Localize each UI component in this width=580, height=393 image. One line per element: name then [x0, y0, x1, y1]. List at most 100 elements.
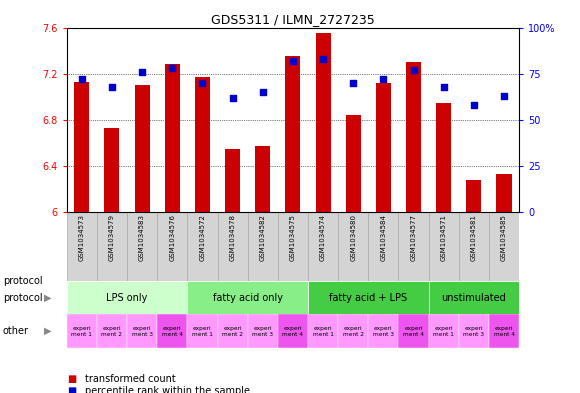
- Point: [228, 95, 237, 101]
- Text: GSM1034576: GSM1034576: [169, 214, 175, 261]
- Text: ■: ■: [67, 386, 76, 393]
- Text: fatty acid only: fatty acid only: [213, 293, 282, 303]
- Text: experi
ment 1: experi ment 1: [313, 326, 333, 336]
- Bar: [346, 115, 361, 212]
- Bar: [459, 212, 489, 281]
- Bar: [157, 212, 187, 281]
- Bar: [278, 212, 308, 281]
- Point: [288, 58, 298, 64]
- Bar: [406, 62, 421, 212]
- Point: [499, 93, 509, 99]
- Bar: [218, 314, 248, 348]
- Text: other: other: [3, 326, 29, 336]
- Bar: [489, 212, 519, 281]
- Bar: [489, 314, 519, 348]
- Text: GSM1034577: GSM1034577: [411, 214, 416, 261]
- Bar: [195, 77, 210, 212]
- Point: [349, 80, 358, 86]
- Bar: [187, 281, 308, 314]
- Text: percentile rank within the sample: percentile rank within the sample: [85, 386, 250, 393]
- Text: experi
ment 4: experi ment 4: [162, 326, 183, 336]
- Bar: [368, 212, 398, 281]
- Bar: [308, 212, 338, 281]
- Bar: [436, 103, 451, 212]
- Text: experi
ment 4: experi ment 4: [494, 326, 514, 336]
- Text: GSM1034574: GSM1034574: [320, 214, 326, 261]
- Bar: [248, 212, 278, 281]
- Point: [137, 69, 147, 75]
- Point: [198, 80, 207, 86]
- Text: experi
ment 1: experi ment 1: [192, 326, 213, 336]
- Text: ▶: ▶: [45, 293, 52, 303]
- Text: experi
ment 2: experi ment 2: [222, 326, 243, 336]
- Bar: [187, 314, 218, 348]
- Bar: [67, 212, 97, 281]
- Bar: [398, 212, 429, 281]
- Text: experi
ment 1: experi ment 1: [433, 326, 454, 336]
- Bar: [278, 314, 308, 348]
- Bar: [496, 174, 512, 212]
- Bar: [187, 212, 218, 281]
- Bar: [225, 149, 240, 212]
- Text: experi
ment 4: experi ment 4: [403, 326, 424, 336]
- Text: GSM1034584: GSM1034584: [380, 214, 386, 261]
- Point: [409, 67, 418, 73]
- Text: experi
ment 3: experi ment 3: [373, 326, 394, 336]
- Bar: [67, 314, 97, 348]
- Point: [168, 65, 177, 71]
- Bar: [376, 83, 391, 212]
- Bar: [316, 33, 331, 212]
- Point: [107, 83, 117, 90]
- Bar: [97, 212, 127, 281]
- Bar: [398, 314, 429, 348]
- Bar: [255, 147, 270, 212]
- Text: transformed count: transformed count: [85, 374, 176, 384]
- Text: ■: ■: [67, 374, 76, 384]
- Bar: [308, 314, 338, 348]
- Bar: [157, 314, 187, 348]
- Text: experi
ment 3: experi ment 3: [132, 326, 153, 336]
- Bar: [97, 314, 127, 348]
- Bar: [429, 212, 459, 281]
- Text: experi
ment 2: experi ment 2: [102, 326, 122, 336]
- Bar: [67, 281, 187, 314]
- Bar: [338, 314, 368, 348]
- Text: GSM1034585: GSM1034585: [501, 214, 507, 261]
- Bar: [165, 64, 180, 212]
- Text: GSM1034573: GSM1034573: [79, 214, 85, 261]
- Text: LPS only: LPS only: [106, 293, 148, 303]
- Point: [318, 56, 328, 62]
- Text: protocol: protocol: [3, 276, 42, 286]
- Bar: [308, 281, 429, 314]
- Bar: [285, 56, 300, 212]
- Point: [258, 89, 267, 95]
- Text: experi
ment 1: experi ment 1: [71, 326, 92, 336]
- Text: GSM1034581: GSM1034581: [471, 214, 477, 261]
- Point: [469, 102, 478, 108]
- Bar: [74, 82, 89, 212]
- Text: protocol: protocol: [3, 293, 42, 303]
- Text: GSM1034582: GSM1034582: [260, 214, 266, 261]
- Point: [439, 83, 448, 90]
- Point: [77, 76, 86, 83]
- Bar: [127, 314, 157, 348]
- Bar: [127, 212, 157, 281]
- Bar: [248, 314, 278, 348]
- Text: experi
ment 3: experi ment 3: [463, 326, 484, 336]
- Text: GSM1034579: GSM1034579: [109, 214, 115, 261]
- Text: experi
ment 4: experi ment 4: [282, 326, 303, 336]
- Text: GSM1034572: GSM1034572: [200, 214, 205, 261]
- Bar: [459, 314, 489, 348]
- Bar: [429, 281, 519, 314]
- Text: GSM1034575: GSM1034575: [290, 214, 296, 261]
- Bar: [135, 85, 150, 212]
- Text: experi
ment 2: experi ment 2: [343, 326, 364, 336]
- Text: GSM1034580: GSM1034580: [350, 214, 356, 261]
- Text: ▶: ▶: [45, 326, 52, 336]
- Point: [379, 76, 388, 83]
- Bar: [338, 212, 368, 281]
- Bar: [218, 212, 248, 281]
- Text: fatty acid + LPS: fatty acid + LPS: [329, 293, 407, 303]
- Title: GDS5311 / ILMN_2727235: GDS5311 / ILMN_2727235: [211, 13, 375, 26]
- Text: GSM1034578: GSM1034578: [230, 214, 235, 261]
